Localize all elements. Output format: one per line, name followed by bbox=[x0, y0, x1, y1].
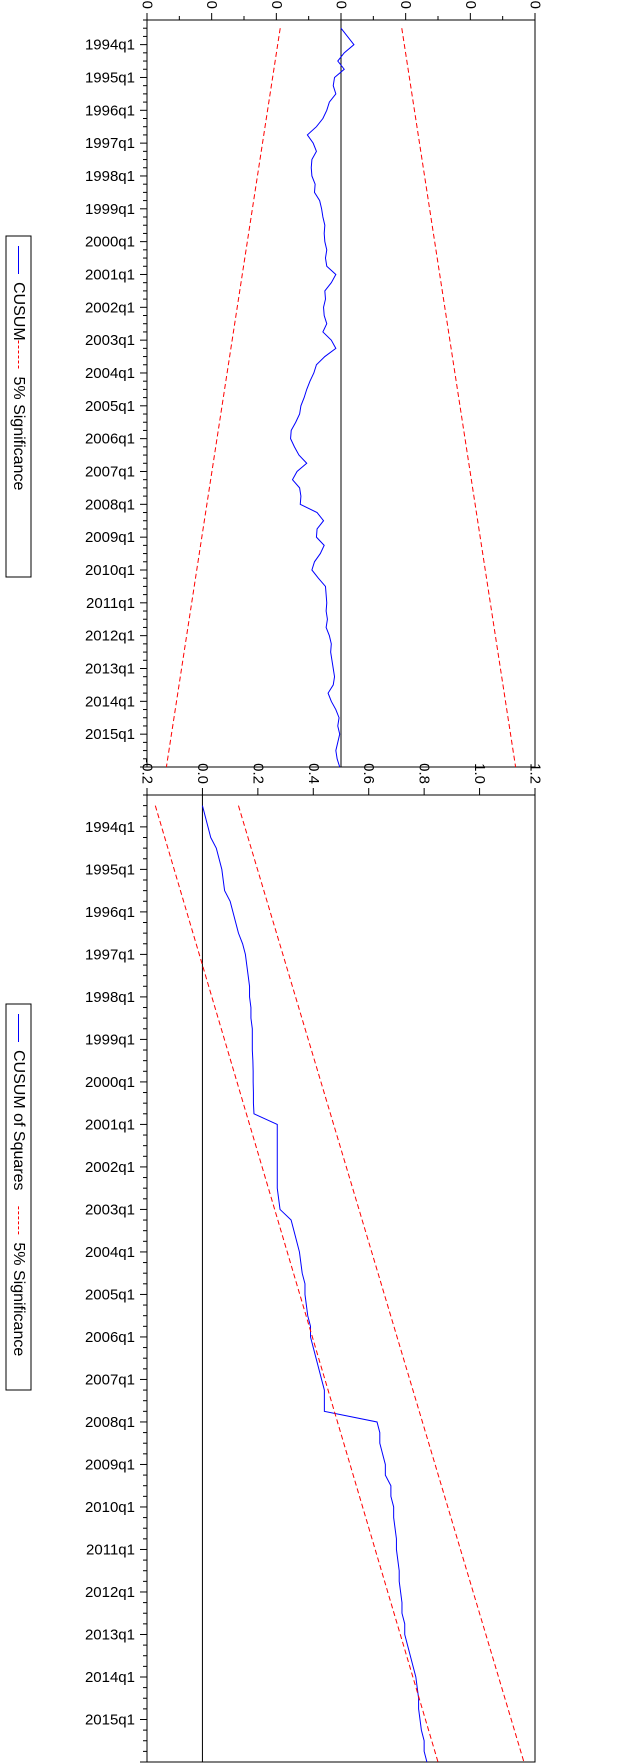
chart-panel-2: -0.2 0.0 0.2 0.4 0.6 0.8 1.0 1.2 1994q1 1995q1 199… bbox=[5, 758, 544, 1763]
time-axis-tick-label: 1999q1 bbox=[85, 201, 135, 218]
time-axis-tick-label: 2014q1 bbox=[85, 1669, 135, 1686]
legend-label: CUSUM bbox=[10, 282, 27, 341]
legend-label: 5% Significance bbox=[10, 377, 27, 491]
time-axis-tick-label: 2015q1 bbox=[85, 726, 135, 743]
time-axis-tick-label: 2015q1 bbox=[85, 1711, 135, 1728]
time-axis-tick-label: 2014q1 bbox=[85, 693, 135, 710]
time-axis-tick-label: 2009q1 bbox=[85, 529, 135, 546]
legend-box bbox=[5, 235, 32, 578]
time-axis-tick-label: 2012q1 bbox=[85, 1584, 135, 1601]
time-axis-tick-label: 2013q1 bbox=[85, 660, 135, 677]
value-axis-tick-label: -0.2 bbox=[139, 758, 156, 784]
value-axis-tick-label: 1.2 bbox=[527, 763, 544, 784]
time-axis-tick-label: 2005q1 bbox=[85, 398, 135, 415]
value-axis-tick-label: 1.0 bbox=[471, 763, 488, 784]
time-axis-tick-label: 2011q1 bbox=[86, 595, 135, 612]
value-axis-tick-label: 10 bbox=[397, 0, 414, 9]
time-axis-tick-label: 2001q1 bbox=[85, 266, 135, 283]
time-axis-tick-label: 2010q1 bbox=[85, 562, 135, 579]
time-axis-tick-label: 1994q1 bbox=[85, 819, 135, 836]
value-axis-tick-label: 20 bbox=[462, 0, 479, 9]
time-axis-tick-label: 2002q1 bbox=[85, 1159, 135, 1176]
time-axis-tick-label: 1995q1 bbox=[85, 69, 135, 86]
time-axis-tick-label: 2004q1 bbox=[85, 365, 135, 382]
value-axis-tick-label: 0.6 bbox=[360, 763, 377, 784]
value-axis-tick-label: 0 bbox=[333, 1, 350, 9]
plot-area-frame bbox=[146, 794, 536, 1763]
time-axis-tick-label: 1998q1 bbox=[85, 168, 135, 185]
significance-bound-line bbox=[154, 805, 439, 1763]
time-axis-tick-label: 2004q1 bbox=[85, 1244, 135, 1261]
time-axis-tick-label: 1996q1 bbox=[85, 102, 135, 119]
value-axis-tick-label: 0.4 bbox=[305, 763, 322, 784]
time-axis-tick-label: 1999q1 bbox=[85, 1031, 135, 1048]
time-axis-tick-label: 1997q1 bbox=[85, 946, 135, 963]
time-axis-tick-label: 2003q1 bbox=[85, 1201, 135, 1218]
legend-label: 5% Significance bbox=[10, 1242, 27, 1356]
time-axis-tick-label: 2008q1 bbox=[85, 496, 135, 513]
time-axis-tick-label: 2001q1 bbox=[85, 1116, 135, 1133]
time-axis-tick-label: 2008q1 bbox=[85, 1414, 135, 1431]
time-axis-tick-label: 2007q1 bbox=[85, 463, 135, 480]
chart-panel-1: -30 -20 -10 0 10 20 30 1994q1 1995q1 1996q1 1997q1… bbox=[5, 0, 544, 768]
time-axis-tick-label: 2013q1 bbox=[85, 1626, 135, 1643]
time-axis-tick-label: 2006q1 bbox=[85, 1329, 135, 1346]
cusum-series-line bbox=[201, 805, 428, 1763]
time-axis-tick-label: 2007q1 bbox=[85, 1371, 135, 1388]
time-axis-tick-label: 2011q1 bbox=[86, 1541, 135, 1558]
cusum-series-line bbox=[290, 27, 355, 768]
time-axis-tick-label: 2000q1 bbox=[85, 234, 135, 251]
time-axis-tick-label: 1996q1 bbox=[85, 904, 135, 921]
value-axis-tick-label: 0.8 bbox=[416, 763, 433, 784]
time-axis-tick-label: 2002q1 bbox=[85, 299, 135, 316]
legend-box bbox=[5, 1003, 32, 1391]
value-axis-tick-label: 30 bbox=[527, 0, 544, 9]
value-axis-tick-label: -20 bbox=[203, 0, 220, 9]
time-axis-tick-label: 1994q1 bbox=[85, 37, 135, 54]
value-axis-tick-label: 0.2 bbox=[249, 763, 266, 784]
time-axis-tick-label: 2005q1 bbox=[85, 1286, 135, 1303]
significance-bound-line bbox=[401, 28, 517, 768]
time-axis-tick-label: 2000q1 bbox=[85, 1074, 135, 1091]
value-axis-tick-label: -30 bbox=[139, 0, 156, 9]
value-axis-tick-label: 0.0 bbox=[194, 763, 211, 784]
time-axis-tick-label: 2003q1 bbox=[85, 332, 135, 349]
time-axis-tick-label: 2012q1 bbox=[85, 628, 135, 645]
legend-label: CUSUM of Squares bbox=[10, 1050, 27, 1191]
time-axis-tick-label: 2006q1 bbox=[85, 431, 135, 448]
time-axis-tick-label: 2010q1 bbox=[85, 1499, 135, 1516]
value-axis-tick-label: -10 bbox=[268, 0, 285, 9]
significance-bound-line bbox=[237, 805, 525, 1763]
significance-bound-line bbox=[165, 28, 281, 768]
time-axis-tick-label: 1998q1 bbox=[85, 989, 135, 1006]
time-axis-tick-label: 1995q1 bbox=[85, 861, 135, 878]
time-axis-tick-label: 1997q1 bbox=[85, 135, 135, 152]
time-axis-tick-label: 2009q1 bbox=[85, 1456, 135, 1473]
